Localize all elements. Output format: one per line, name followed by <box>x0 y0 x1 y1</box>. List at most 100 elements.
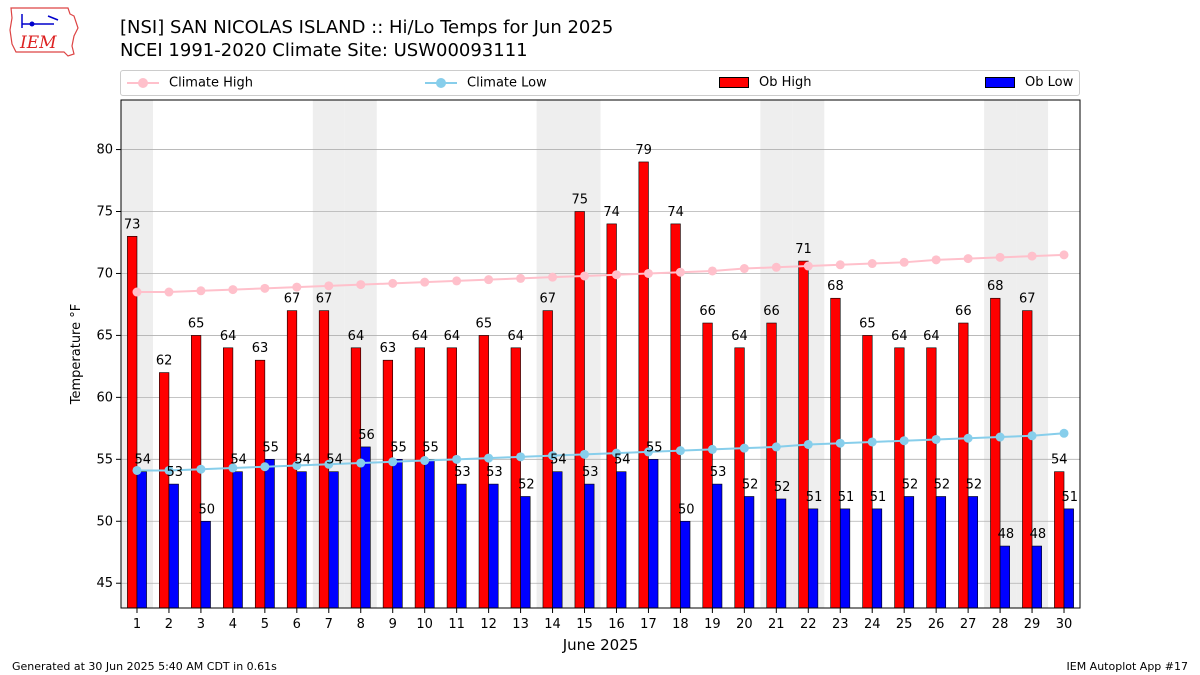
x-tick-label: 30 <box>1056 617 1073 632</box>
ob-high-bar <box>191 335 202 609</box>
ob-low-bar <box>807 508 819 609</box>
ob-low-label: 54 <box>230 453 247 468</box>
x-tick-label: 24 <box>864 617 881 632</box>
climate-low-line <box>136 432 1065 472</box>
climate-high-point <box>164 287 174 297</box>
climate-high-point <box>707 266 717 276</box>
x-axis-title: June 2025 <box>562 636 639 654</box>
ob-low-bar <box>967 496 979 609</box>
ob-high-label: 79 <box>635 143 652 158</box>
ob-low-bar <box>776 498 787 609</box>
ob-low-bar <box>360 446 371 609</box>
x-tick-label: 2 <box>165 617 173 632</box>
ob-low-label: 55 <box>422 440 439 455</box>
ob-low-bar <box>903 496 915 609</box>
iem-logo: IEM <box>9 7 79 57</box>
ob-high-swatch <box>719 77 749 88</box>
climate-high-point <box>803 261 813 271</box>
ob-low-label: 51 <box>870 490 887 505</box>
y-tick-label: 75 <box>96 205 113 220</box>
ob-low-bar <box>264 459 275 609</box>
ob-low-bar <box>456 483 467 609</box>
climate-low-point <box>484 453 494 463</box>
ob-high-bar <box>798 260 809 609</box>
chart-title: [NSI] SAN NICOLAS ISLAND :: Hi/Lo Temps … <box>120 17 614 38</box>
x-tick-label: 26 <box>928 617 945 632</box>
x-tick-label: 8 <box>357 617 365 632</box>
climate-high-point <box>771 262 781 272</box>
climate-high-point <box>835 260 845 270</box>
ob-low-label: 53 <box>166 465 183 480</box>
ob-low-bar <box>1063 508 1074 609</box>
climate-low-point <box>1059 428 1069 438</box>
weekend-band <box>536 100 569 608</box>
weekend-band <box>121 100 153 608</box>
x-tick-label: 23 <box>832 617 849 632</box>
weekend-band <box>568 100 601 608</box>
ob-low-label: 53 <box>582 465 599 480</box>
climate-high-point <box>548 272 558 282</box>
x-tick-label: 21 <box>768 617 785 632</box>
ob-low-label: 51 <box>838 490 855 505</box>
y-tick-label: 45 <box>96 576 113 591</box>
climate-low-point <box>739 443 749 453</box>
ob-high-label: 64 <box>508 329 525 344</box>
ob-high-label: 54 <box>1051 453 1068 468</box>
climate-low-point <box>132 465 142 475</box>
climate-high-point <box>995 252 1005 262</box>
ob-high-label: 64 <box>923 329 940 344</box>
climate-low-point <box>420 456 430 466</box>
x-tick-label: 1 <box>133 617 141 632</box>
ob-low-bar <box>552 471 563 609</box>
ob-low-bar <box>680 520 691 609</box>
ob-low-bar <box>744 496 755 609</box>
climate-low-point <box>643 447 653 457</box>
ob-high-label: 65 <box>476 316 493 331</box>
climate-low-point <box>835 438 845 448</box>
x-tick-label: 25 <box>896 617 913 632</box>
ob-low-swatch <box>985 77 1015 88</box>
ob-high-bar <box>510 347 521 609</box>
climate-high-point <box>675 267 685 277</box>
climate-low-swatch <box>425 74 457 92</box>
ob-low-label: 52 <box>934 477 951 492</box>
ob-high-label: 73 <box>124 217 141 232</box>
x-tick-label: 11 <box>448 617 465 632</box>
x-tick-label: 20 <box>736 617 753 632</box>
ob-high-bar <box>1022 310 1033 609</box>
ob-high-label: 62 <box>156 354 173 369</box>
ob-low-bar <box>328 471 339 609</box>
ob-low-label: 56 <box>358 428 375 443</box>
climate-high-point <box>963 254 973 264</box>
climate-high-point <box>452 276 462 286</box>
climate-high-point <box>611 270 621 280</box>
ob-high-label: 65 <box>188 316 205 331</box>
ob-low-bar <box>616 471 627 609</box>
climate-high-point <box>1027 251 1037 261</box>
ob-low-bar <box>424 459 435 609</box>
ob-low-bar <box>1031 545 1042 609</box>
ob-low-label: 54 <box>550 453 567 468</box>
ob-high-bar <box>702 322 713 609</box>
climate-high-point <box>1059 250 1069 260</box>
climate-low-point <box>580 449 590 459</box>
climate-low-point <box>803 439 813 449</box>
ob-high-label: 64 <box>891 329 908 344</box>
x-tick-label: 27 <box>960 617 977 632</box>
ob-high-bar <box>446 347 457 609</box>
ob-low-label: 53 <box>454 465 471 480</box>
ob-low-bar <box>935 496 947 609</box>
climate-high-line <box>136 253 1065 294</box>
climate-low-point <box>452 454 462 464</box>
ob-high-bar <box>159 372 170 609</box>
ob-high-bar <box>894 347 905 609</box>
y-tick-label: 55 <box>96 452 113 467</box>
footer-app: IEM Autoplot App #17 <box>1066 660 1189 673</box>
logo-text: IEM <box>19 33 57 53</box>
ob-high-bar <box>478 335 489 609</box>
climate-high-point <box>196 286 206 296</box>
ob-high-label: 66 <box>955 304 972 319</box>
ob-low-label: 48 <box>998 527 1015 542</box>
ob-high-bar <box>990 297 1001 609</box>
climate-low-point <box>324 459 334 469</box>
